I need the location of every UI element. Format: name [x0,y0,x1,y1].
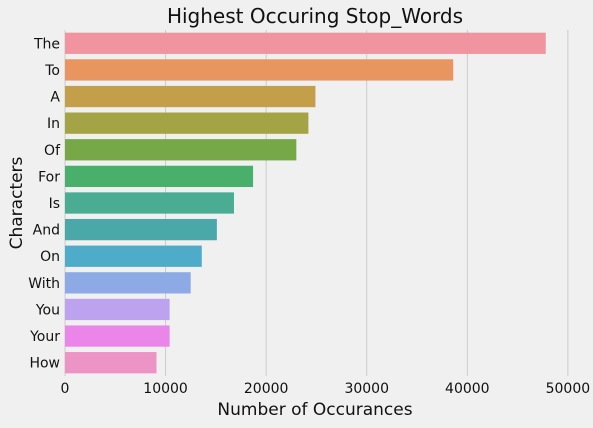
bar-is [65,192,234,214]
x-axis-label: Number of Occurances [217,400,412,420]
bar-the [65,32,546,54]
bar-you [65,298,170,321]
bars [65,32,546,374]
bar-your [65,325,170,347]
x-tick-label: 50000 [546,381,591,397]
x-tick-label: 20000 [244,381,289,397]
y-tick-label: Your [29,329,60,345]
y-tick-label: How [29,356,60,372]
bar-and [65,218,217,241]
y-tick-label: Is [49,196,60,212]
y-tick-label: For [38,169,60,185]
y-tick-label: On [40,249,60,265]
x-tick-label: 40000 [445,381,490,397]
y-tick-label: Of [44,143,61,159]
y-tick-label: To [44,63,60,79]
y-tick-label: You [35,302,60,318]
y-tick-label: A [50,90,60,106]
x-tick-label: 10000 [143,381,188,397]
x-tick-labels: 0 10000 20000 30000 40000 50000 [61,381,591,397]
bar-on [65,245,202,267]
y-tick-label: With [28,276,60,292]
y-tick-label: The [33,36,60,52]
x-tick-label: 30000 [344,381,389,397]
bar-for [65,165,254,188]
bar-of [65,139,297,161]
y-tick-label: In [47,116,60,132]
bar-how [65,352,157,374]
chart-title: Highest Occuring Stop_Words [167,4,463,28]
bar-in [65,112,309,134]
y-tick-label: And [33,223,60,239]
bar-a [65,85,316,108]
bar-with [65,272,191,294]
x-tick-label: 0 [61,381,70,397]
y-axis-label: Characters [7,156,27,249]
bar-to [65,59,454,81]
y-tick-labels: The To A In Of For Is And On With You Your How [28,36,61,371]
